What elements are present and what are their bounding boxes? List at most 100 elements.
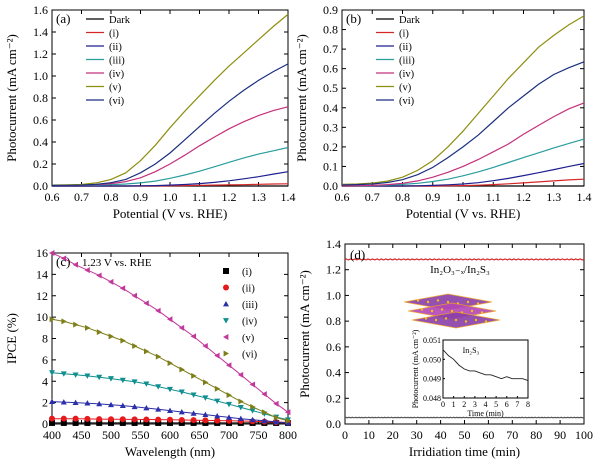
y-tick-label: 1.0: [33, 69, 48, 83]
data-point: [167, 386, 173, 393]
y-axis-label: Photocurrent (mA cm⁻²): [4, 34, 19, 162]
y-tick-label: 0.2: [326, 391, 341, 405]
panel-label: (d): [350, 247, 365, 262]
data-point: [120, 337, 126, 344]
data-point: [60, 371, 67, 377]
y-tick-label: 0.4: [323, 101, 338, 115]
legend-label: (vi): [399, 96, 415, 107]
data-point: [96, 329, 103, 336]
data-point: [84, 415, 91, 422]
data-point: [273, 414, 280, 421]
data-point: [214, 352, 220, 359]
data-point: [285, 417, 291, 424]
atom-dot: [434, 318, 438, 322]
legend-label: Dark: [399, 15, 421, 26]
legend-label: (iv): [109, 69, 125, 80]
x-tick-label: 1.1: [486, 190, 501, 204]
y-tick-label: 0.6: [323, 62, 338, 76]
data-point: [202, 411, 209, 417]
legend-label: (vi): [109, 96, 125, 107]
panel-c: 400 450 500 550 600 650 700 750 800 0 2 4 6 8 10 12 14 16…: [4, 246, 297, 459]
series-line: [341, 61, 585, 186]
series-line: [342, 162, 585, 187]
series-line: [52, 171, 289, 187]
series-label: In₂O₃₋ₓ/In₂S₃: [430, 264, 490, 276]
data-point: [108, 416, 114, 423]
data-point: [119, 416, 126, 423]
legend-label: (ii): [399, 42, 412, 53]
x-axis-label: Wavelength (nm): [125, 444, 215, 459]
data-point: [143, 404, 150, 411]
data-point: [262, 409, 268, 416]
y-tick-label: 0: [42, 417, 48, 431]
y-tick-label: 1.4: [326, 237, 341, 251]
data-point: [190, 333, 196, 340]
data-point: [178, 389, 185, 395]
legend-label: (v): [399, 83, 412, 94]
x-tick-label: 1.3: [251, 190, 266, 204]
data-point: [84, 373, 91, 379]
data-point: [60, 399, 67, 405]
atom-dot: [426, 300, 430, 304]
data-point: [223, 350, 229, 357]
data-point: [237, 371, 244, 378]
inset-x-tick-label: 6: [505, 400, 509, 409]
inset-series-line: [442, 349, 529, 382]
data-point: [273, 400, 279, 407]
y-tick-label: 0.2: [33, 157, 48, 171]
data-point: [61, 318, 67, 325]
inset-chart: 0 1 2 3 4 5 6 7 8 0.048 0.049 0.050 0.051 In₂S₃ Time (…: [411, 329, 530, 418]
y-tick-label: 4: [42, 374, 48, 388]
y-tick-label: 0.1: [323, 159, 338, 173]
legend-label: (v): [242, 333, 255, 344]
data-point: [108, 333, 114, 340]
legend-label: (iii): [242, 300, 258, 311]
atom-dot: [436, 299, 440, 302]
data-point: [131, 416, 138, 423]
x-tick-label: 0.7: [365, 190, 380, 204]
data-point: [49, 419, 55, 426]
inset-y-axis-label: Photocurrent (mA cm⁻²): [411, 329, 420, 408]
plot-frame: [341, 9, 585, 187]
x-tick-label: 1.4: [577, 190, 592, 204]
atom-dot: [454, 318, 458, 322]
inset-y-tick-label: 0.048: [423, 394, 441, 403]
data-point: [223, 334, 229, 340]
data-point: [167, 419, 173, 426]
y-tick-label: 8: [42, 332, 48, 346]
atom-dot: [420, 308, 424, 311]
x-tick-label: 30: [411, 428, 423, 442]
y-tick-label: 12: [36, 289, 48, 303]
data-point: [119, 419, 126, 426]
data-point: [96, 374, 103, 381]
y-tick-label: 0.9: [323, 3, 338, 17]
data-point: [84, 400, 91, 406]
data-point: [96, 416, 103, 423]
atom-dot: [430, 309, 434, 313]
data-point: [226, 401, 232, 408]
inset-x-tick-label: 8: [526, 400, 530, 409]
series-line: [344, 416, 585, 419]
atom-dot: [480, 311, 484, 314]
legend-label: (iii): [399, 56, 415, 67]
inset-x-tick-label: 1: [452, 400, 456, 409]
panel-d: 0 10 20 30 40 50 60 70 80 90 1000.00.20.40.60.81.0…: [297, 237, 593, 459]
legend-label: (ii): [109, 42, 122, 53]
data-point: [143, 381, 150, 387]
y-tick-label: 10: [36, 310, 48, 324]
data-point: [96, 272, 102, 279]
x-tick-label: 40: [435, 428, 447, 442]
x-tick-label: 1.2: [516, 190, 531, 204]
data-point: [261, 391, 267, 398]
x-tick-label: 800: [279, 428, 297, 442]
y-tick-label: 1.6: [33, 3, 48, 17]
x-tick-label: 0.8: [104, 190, 119, 204]
data-point: [155, 416, 162, 423]
y-axis-label: Photocurrent (mA cm⁻²): [294, 34, 309, 162]
x-tick-label: 550: [132, 428, 150, 442]
data-point: [60, 255, 67, 262]
data-point: [108, 419, 114, 426]
x-tick-label: 400: [43, 428, 61, 442]
legend-label: (iv): [242, 317, 258, 328]
y-tick-label: 2: [42, 396, 48, 410]
